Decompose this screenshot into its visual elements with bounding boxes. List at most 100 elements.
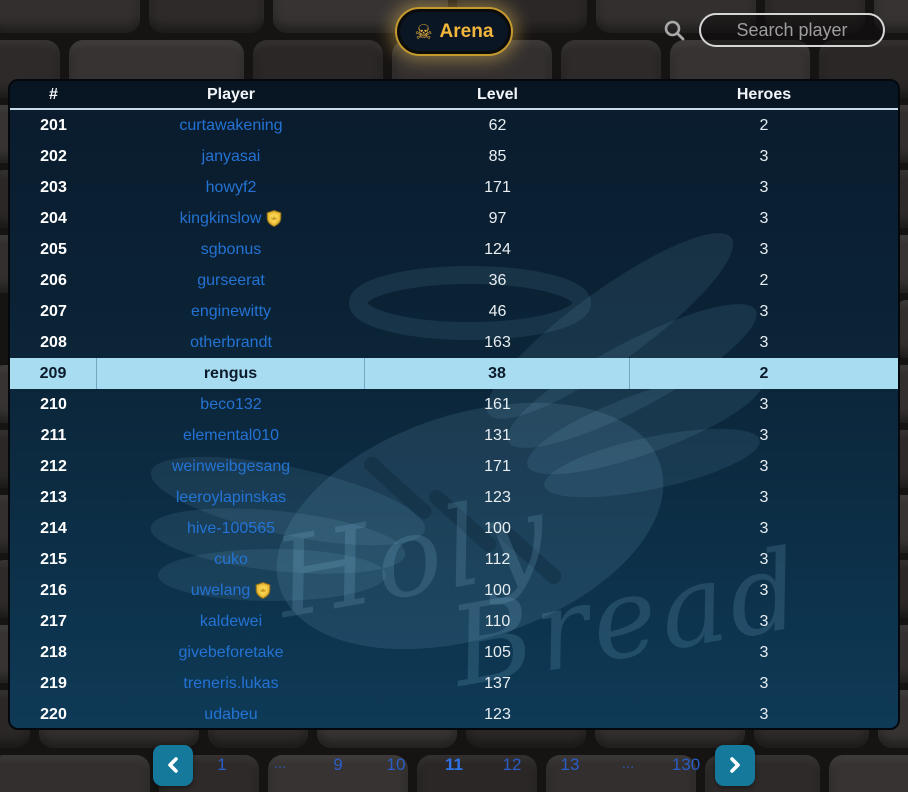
heroes-cell: 3 — [759, 302, 769, 320]
chevron-right-icon — [730, 757, 740, 773]
player-cell: weinweibgesang — [97, 451, 365, 482]
player-cell: uwelang — [97, 575, 365, 606]
heroes-cell: 3 — [759, 612, 769, 630]
rank-cell: 212 — [40, 457, 67, 475]
player-link[interactable]: weinweibgesang — [171, 457, 291, 475]
rank-cell: 204 — [40, 209, 67, 227]
level-cell: 110 — [484, 612, 511, 630]
page-ellipsis: ... — [273, 755, 287, 772]
heroes-cell: 3 — [759, 643, 769, 661]
player-link[interactable]: janyasai — [201, 147, 261, 165]
table-row: 208 otherbrandt 163 3 — [10, 327, 898, 358]
level-cell: 123 — [484, 488, 511, 506]
player-link[interactable]: otherbrandt — [190, 333, 272, 351]
chevron-left-icon — [168, 757, 178, 773]
heroes-cell: 3 — [759, 550, 769, 568]
rank-cell: 218 — [40, 643, 67, 661]
player-link[interactable]: leeroylapinskas — [175, 488, 287, 506]
heroes-cell: 2 — [759, 116, 769, 134]
player-link[interactable]: treneris.lukas — [183, 674, 279, 692]
level-cell: 100 — [484, 581, 511, 599]
stone — [0, 755, 150, 792]
table-row: 220 udabeu 123 3 — [10, 699, 898, 728]
level-cell: 46 — [488, 302, 507, 320]
table-row: 206 gurseerat 36 2 — [10, 265, 898, 296]
skull-crossbones-icon: ☠ — [414, 19, 433, 44]
rank-cell: 213 — [40, 488, 67, 506]
page-number[interactable]: 11 — [445, 755, 463, 774]
level-cell: 163 — [484, 333, 511, 351]
level-cell: 137 — [484, 674, 511, 692]
page-number-list: 1... 9 10 11 12 13... 130 — [193, 755, 715, 775]
player-link[interactable]: givebeforetake — [178, 643, 284, 661]
heroes-cell: 2 — [759, 271, 769, 289]
player-cell: cuko — [97, 544, 365, 575]
player-link[interactable]: udabeu — [204, 705, 258, 723]
previous-page-button[interactable] — [153, 744, 193, 786]
page-number[interactable]: 13 — [560, 755, 580, 774]
player-cell: otherbrandt — [97, 327, 365, 358]
player-cell: sgbonus — [97, 234, 365, 265]
rank-cell: 202 — [40, 147, 67, 165]
top-bar: ☠ Arena — [0, 0, 908, 78]
level-cell: 171 — [484, 457, 511, 475]
player-cell: kaldewei — [97, 606, 365, 637]
rank-cell: 203 — [40, 178, 67, 196]
player-cell: curtawakening — [97, 110, 365, 141]
player-link[interactable]: hive-100565 — [186, 519, 276, 537]
heroes-cell: 3 — [759, 457, 769, 475]
player-link[interactable]: cuko — [214, 550, 248, 568]
rank-cell: 210 — [40, 395, 67, 413]
player-cell: gurseerat — [97, 265, 365, 296]
player-link[interactable]: curtawakening — [179, 116, 283, 134]
player-link[interactable]: gurseerat — [197, 271, 265, 289]
table-row: 204 kingkinslow 97 3 — [10, 203, 898, 234]
player-link[interactable]: uwelang — [190, 581, 251, 599]
table-row: 214 hive-100565 100 3 — [10, 513, 898, 544]
heroes-cell: 2 — [759, 364, 769, 382]
search-player-input[interactable] — [699, 13, 885, 47]
heroes-cell: 3 — [759, 581, 769, 599]
player-link[interactable]: sgbonus — [200, 240, 262, 258]
column-header: Level — [477, 85, 518, 103]
player-link[interactable]: kingkinslow — [179, 209, 262, 227]
player-link[interactable]: howyf2 — [205, 178, 257, 196]
page-number[interactable]: 1 — [217, 755, 227, 774]
table-row: 212 weinweibgesang 171 3 — [10, 451, 898, 482]
arena-button[interactable]: ☠ Arena — [397, 9, 511, 54]
table-row: 211 elemental010 131 3 — [10, 420, 898, 451]
stone — [829, 755, 908, 792]
heroes-cell: 3 — [759, 147, 769, 165]
search-icon[interactable] — [663, 19, 687, 43]
page-number[interactable]: 130 — [671, 755, 701, 774]
level-cell: 131 — [484, 426, 511, 444]
player-cell: treneris.lukas — [97, 668, 365, 699]
next-page-button[interactable] — [715, 744, 755, 786]
player-cell: udabeu — [97, 699, 365, 728]
rank-cell: 214 — [40, 519, 67, 537]
table-row: 218 givebeforetake 105 3 — [10, 637, 898, 668]
page-number[interactable]: 9 — [333, 755, 343, 774]
table-row: 217 kaldewei 110 3 — [10, 606, 898, 637]
table-row: 209 rengus 38 2 — [10, 358, 898, 389]
player-link[interactable]: rengus — [203, 364, 258, 382]
player-link[interactable]: enginewitty — [190, 302, 272, 320]
player-link[interactable]: elemental010 — [182, 426, 280, 444]
player-cell: kingkinslow — [97, 203, 365, 234]
page-ellipsis: ... — [621, 755, 635, 772]
table-row: 202 janyasai 85 3 — [10, 141, 898, 172]
level-cell: 171 — [484, 178, 511, 196]
page-number[interactable]: 10 — [386, 755, 406, 774]
player-link[interactable]: kaldewei — [199, 612, 263, 630]
rank-cell: 216 — [40, 581, 67, 599]
page-number[interactable]: 12 — [502, 755, 522, 774]
heroes-cell: 3 — [759, 178, 769, 196]
table-row: 215 cuko 112 3 — [10, 544, 898, 575]
heroes-cell: 3 — [759, 519, 769, 537]
heroes-cell: 3 — [759, 240, 769, 258]
level-cell: 100 — [484, 519, 511, 537]
pagination: 1... 9 10 11 12 13... 130 — [0, 744, 908, 786]
player-link[interactable]: beco132 — [200, 395, 262, 413]
stone — [417, 755, 537, 792]
rank-cell: 215 — [40, 550, 67, 568]
